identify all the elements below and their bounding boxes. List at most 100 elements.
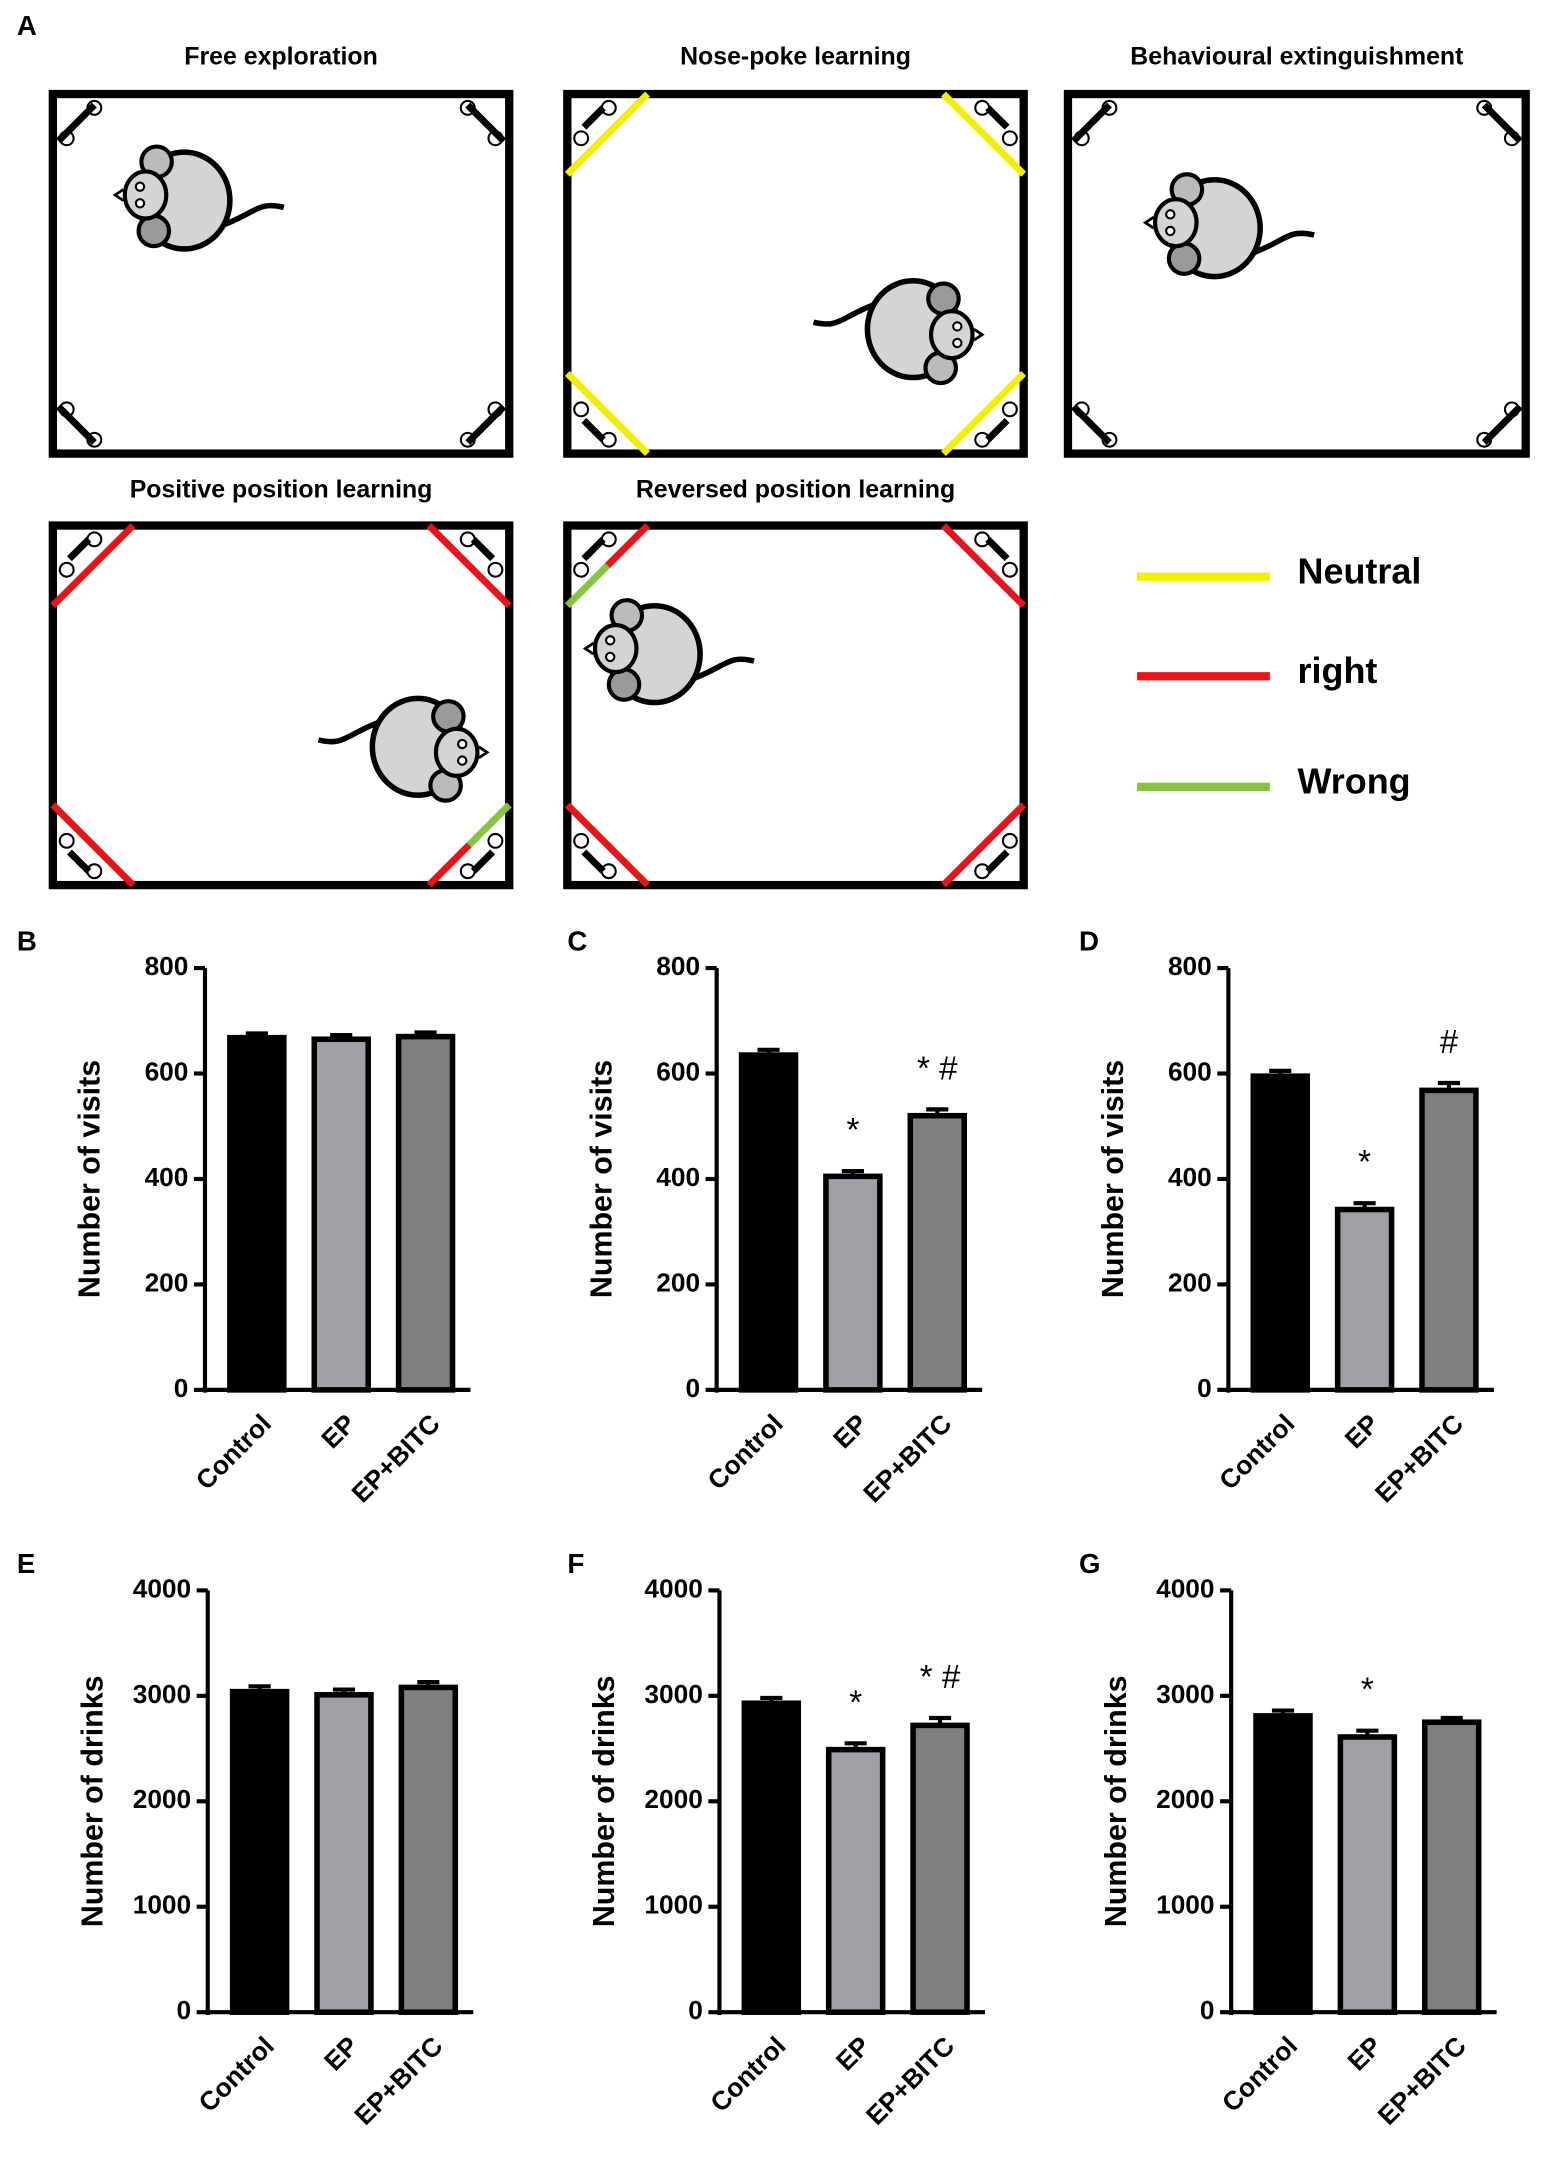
bar bbox=[823, 1173, 883, 1393]
y-tick-label: 600 bbox=[1168, 1056, 1212, 1086]
port bbox=[487, 561, 504, 578]
mouse-eye bbox=[134, 198, 146, 209]
mouse-eye bbox=[1165, 209, 1176, 220]
y-tick-label: 2000 bbox=[1156, 1784, 1214, 1814]
corner-wall bbox=[1481, 102, 1523, 144]
y-tick-label: 0 bbox=[685, 1373, 700, 1403]
x-tick-label: Control bbox=[190, 1408, 277, 1495]
y-tick-label: 4000 bbox=[1156, 1573, 1214, 1603]
bar bbox=[738, 1052, 799, 1393]
y-tick-label: 1000 bbox=[644, 1890, 702, 1920]
corner-wall bbox=[985, 849, 1010, 874]
x-tick-label: Control bbox=[702, 1408, 789, 1495]
port bbox=[974, 431, 991, 448]
y-tick-label: 600 bbox=[656, 1056, 700, 1086]
corner-door bbox=[564, 370, 650, 457]
port bbox=[600, 531, 617, 548]
diagram-title: Nose-poke learning bbox=[680, 43, 911, 71]
panel-label: G bbox=[1079, 1548, 1101, 1579]
significance-mark: * # bbox=[917, 1050, 958, 1087]
panel-label: A bbox=[17, 10, 37, 41]
port bbox=[573, 561, 590, 578]
corner-wall bbox=[581, 536, 606, 562]
corner-wall bbox=[470, 536, 496, 562]
corner-door bbox=[50, 802, 136, 888]
y-tick-label: 800 bbox=[656, 951, 700, 981]
y-tick-label: 2000 bbox=[133, 1784, 191, 1814]
y-tick-label: 4000 bbox=[644, 1573, 702, 1603]
y-tick-label: 0 bbox=[177, 1995, 192, 2025]
significance-mark: * bbox=[1358, 1144, 1371, 1181]
corner-door bbox=[564, 802, 650, 888]
corner-wall bbox=[985, 417, 1010, 443]
bar bbox=[825, 1746, 886, 2015]
mouse-eye bbox=[605, 651, 616, 663]
bar bbox=[907, 1112, 967, 1393]
x-tick-label: Control bbox=[1216, 2031, 1303, 2118]
arena bbox=[1063, 89, 1530, 458]
y-tick-label: 2000 bbox=[644, 1784, 702, 1814]
mouse-nose bbox=[973, 327, 985, 342]
mouse bbox=[812, 277, 985, 386]
port bbox=[600, 99, 617, 116]
x-tick-label: EP+BITC bbox=[1372, 2031, 1472, 2131]
y-axis-label: Number of drinks bbox=[587, 1675, 621, 1927]
x-tick-label: EP+BITC bbox=[346, 1408, 446, 1508]
corner-wall bbox=[581, 849, 606, 874]
x-tick-label: EP+BITC bbox=[860, 2031, 960, 2131]
corner-wall bbox=[67, 536, 92, 562]
bar bbox=[1419, 1087, 1479, 1393]
mouse-head bbox=[433, 726, 480, 778]
mouse-nose bbox=[478, 745, 490, 760]
x-tick-label: Control bbox=[1213, 1408, 1300, 1495]
legend-label: Wrong bbox=[1298, 761, 1411, 802]
x-tick-label: EP bbox=[1339, 1408, 1385, 1454]
corner-wall bbox=[581, 105, 606, 130]
corner-wall bbox=[465, 102, 507, 144]
diagram-title: Behavioural extinguishment bbox=[1130, 43, 1463, 71]
corner-door bbox=[941, 370, 1027, 457]
significance-mark: * bbox=[1361, 1672, 1374, 1709]
y-tick-label: 0 bbox=[1197, 1373, 1212, 1403]
significance-mark: * bbox=[849, 1684, 862, 1721]
x-tick-label: EP+BITC bbox=[348, 2031, 448, 2131]
port bbox=[1001, 561, 1018, 578]
legend-label: Neutral bbox=[1298, 550, 1422, 591]
x-tick-label: EP+BITC bbox=[857, 1408, 957, 1508]
y-tick-label: 4000 bbox=[133, 1573, 191, 1603]
mouse-eye bbox=[952, 321, 963, 332]
bar bbox=[1253, 1713, 1313, 2015]
x-tick-label: EP bbox=[830, 2031, 876, 2077]
mouse bbox=[112, 144, 285, 252]
corner-wall bbox=[67, 849, 92, 874]
bar bbox=[311, 1036, 371, 1393]
corner-wall bbox=[985, 105, 1010, 130]
bar bbox=[910, 1722, 970, 2015]
mouse-head bbox=[928, 309, 975, 361]
mouse-eye bbox=[1165, 225, 1176, 237]
bar bbox=[1421, 1719, 1482, 2015]
corner-wall bbox=[1481, 404, 1523, 445]
corner-wall bbox=[985, 536, 1010, 562]
bar bbox=[314, 1692, 374, 2015]
port bbox=[1001, 130, 1018, 147]
arena bbox=[563, 89, 1028, 458]
bar bbox=[1337, 1734, 1398, 2015]
panel-label: E bbox=[17, 1548, 35, 1579]
corner-wall bbox=[55, 102, 97, 144]
x-tick-label: Control bbox=[193, 2031, 280, 2118]
port bbox=[459, 531, 476, 548]
bar bbox=[227, 1034, 287, 1393]
corner-door bbox=[604, 523, 650, 569]
arena bbox=[563, 521, 1028, 890]
y-tick-label: 800 bbox=[145, 951, 189, 981]
corner-door bbox=[564, 563, 610, 609]
mouse-nose bbox=[582, 641, 595, 656]
y-tick-label: 400 bbox=[145, 1162, 189, 1192]
mouse-eye bbox=[457, 738, 468, 750]
mouse-head bbox=[592, 623, 639, 675]
corner-door bbox=[564, 91, 650, 177]
y-axis-label: Number of drinks bbox=[75, 1675, 109, 1927]
corner-wall bbox=[1071, 404, 1112, 445]
panel-label: D bbox=[1079, 925, 1099, 956]
